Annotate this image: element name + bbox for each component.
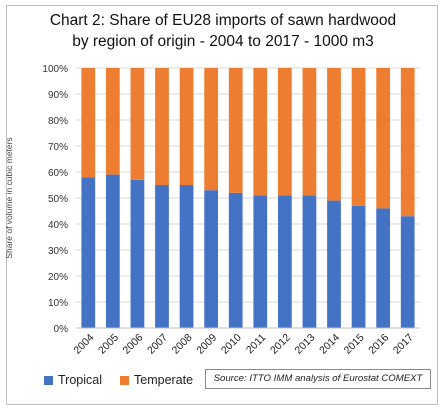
x-tick-label: 2006 bbox=[121, 332, 146, 357]
legend-label-temperate: Temperate bbox=[134, 373, 194, 387]
y-tick-label: 70% bbox=[48, 142, 68, 153]
bar-temperate-2004 bbox=[81, 68, 96, 178]
bar-temperate-2006 bbox=[130, 68, 145, 180]
y-tick-label: 100% bbox=[42, 64, 68, 75]
y-tick-label: 20% bbox=[48, 272, 68, 283]
bar-tropical-2011 bbox=[253, 195, 268, 328]
bar-temperate-2017 bbox=[400, 68, 415, 217]
chart-legend: Tropical Temperate bbox=[44, 370, 211, 390]
y-axis-label: Share of volume in cubic meters bbox=[4, 137, 14, 258]
x-tick-label: 2011 bbox=[244, 332, 269, 357]
bar-tropical-2013 bbox=[302, 195, 317, 328]
bar-tropical-2009 bbox=[204, 190, 219, 328]
x-tick-label: 2017 bbox=[391, 332, 416, 357]
bar-temperate-2015 bbox=[351, 68, 366, 206]
bar-tropical-2007 bbox=[155, 185, 169, 328]
y-tick-label: 90% bbox=[48, 90, 68, 101]
legend-item-tropical: Tropical bbox=[44, 373, 102, 387]
bar-tropical-2015 bbox=[351, 205, 366, 328]
legend-swatch-tropical bbox=[44, 375, 53, 385]
x-tick-label: 2016 bbox=[366, 332, 391, 357]
bar-tropical-2017 bbox=[400, 216, 415, 328]
source-note: Source: ITTO IMM analysis of Eurostat CO… bbox=[205, 369, 431, 389]
y-tick-label: 40% bbox=[48, 220, 68, 231]
x-tick-label: 2013 bbox=[293, 332, 318, 357]
x-tick-label: 2015 bbox=[342, 332, 367, 357]
bar-temperate-2008 bbox=[179, 68, 194, 185]
bar-tropical-2004 bbox=[81, 177, 96, 328]
bar-temperate-2009 bbox=[204, 68, 219, 191]
chart-frame bbox=[6, 5, 438, 405]
x-tick-label: 2004 bbox=[71, 332, 96, 357]
bar-tropical-2010 bbox=[228, 192, 243, 328]
y-tick-label: 50% bbox=[48, 194, 68, 205]
chart-title: Chart 2: Share of EU28 imports of sawn h… bbox=[0, 10, 446, 52]
x-tick-label: 2014 bbox=[317, 332, 342, 357]
bar-temperate-2005 bbox=[105, 68, 120, 175]
bar-tropical-2008 bbox=[179, 185, 194, 328]
legend-item-temperate: Temperate bbox=[120, 373, 193, 387]
y-tick-label: 60% bbox=[48, 168, 68, 179]
bar-temperate-2013 bbox=[302, 68, 317, 196]
y-tick-label: 0% bbox=[54, 324, 69, 335]
bar-temperate-2007 bbox=[155, 68, 169, 185]
bar-tropical-2016 bbox=[376, 208, 391, 328]
y-tick-label: 30% bbox=[48, 246, 68, 257]
x-tick-label: 2008 bbox=[170, 332, 195, 357]
chart-title-line-2: by region of origin - 2004 to 2017 - 100… bbox=[72, 33, 374, 50]
x-tick-label: 2005 bbox=[96, 332, 121, 357]
legend-label-tropical: Tropical bbox=[58, 373, 102, 387]
x-tick-label: 2010 bbox=[219, 332, 244, 357]
legend-swatch-temperate bbox=[120, 375, 129, 385]
bar-temperate-2014 bbox=[327, 68, 341, 201]
bar-temperate-2016 bbox=[376, 68, 391, 209]
chart-title-line-1: Chart 2: Share of EU28 imports of sawn h… bbox=[49, 12, 397, 29]
x-tick-label: 2007 bbox=[145, 332, 170, 357]
bar-temperate-2010 bbox=[228, 68, 243, 193]
y-tick-label: 10% bbox=[48, 298, 68, 309]
x-tick-label: 2009 bbox=[194, 332, 219, 357]
x-tick-label: 2012 bbox=[268, 332, 293, 357]
y-tick-label: 80% bbox=[48, 116, 68, 127]
bar-temperate-2011 bbox=[253, 68, 268, 196]
bar-tropical-2012 bbox=[277, 195, 292, 328]
bar-temperate-2012 bbox=[277, 68, 292, 196]
bar-tropical-2005 bbox=[105, 174, 120, 328]
bar-tropical-2006 bbox=[130, 179, 145, 328]
bar-tropical-2014 bbox=[327, 200, 341, 328]
